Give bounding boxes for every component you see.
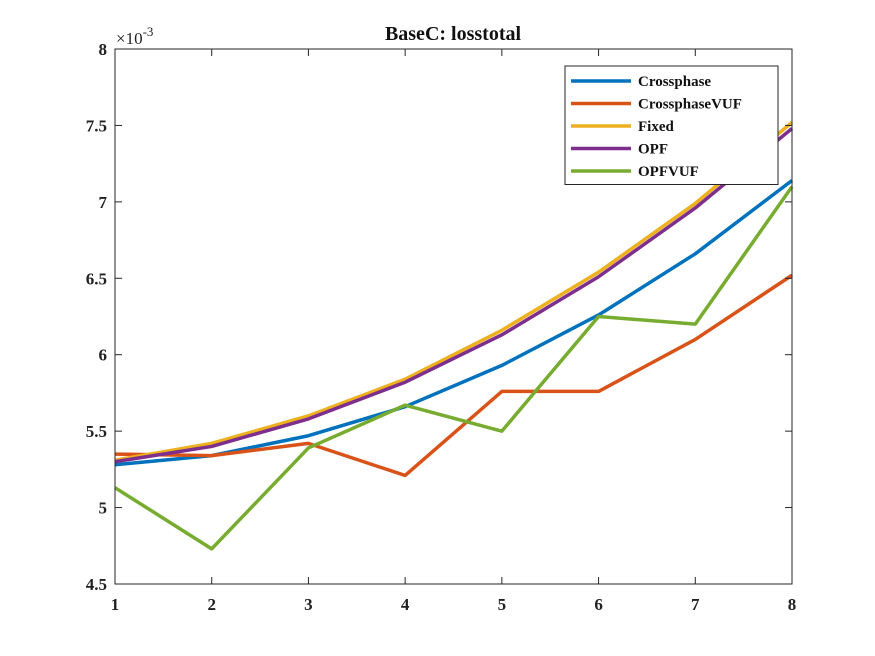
x-tick-label: 7 (691, 595, 700, 614)
x-tick-label: 2 (207, 595, 216, 614)
y-multiplier-base: ×10 (116, 29, 143, 48)
x-tick-label: 8 (788, 595, 797, 614)
legend-label-crossphasevuf: CrossphaseVUF (638, 97, 742, 113)
x-tick-label: 3 (304, 595, 313, 614)
axes-box (114, 48, 793, 585)
series-layer (114, 121, 794, 551)
y-tick-label: 5 (99, 499, 108, 518)
x-tick-label: 5 (498, 595, 507, 614)
legend-label-crossphase: Crossphase (638, 74, 711, 90)
series-line-crossphasevuf (114, 273, 793, 478)
y-tick-label: 6.5 (86, 269, 107, 288)
y-tick-label: 8 (99, 40, 108, 59)
series-line-fixed (114, 121, 794, 462)
series-line-opfvuf (114, 185, 794, 551)
legend-label-fixed: Fixed (638, 119, 674, 135)
legend-label-opfvuf: OPFVUF (638, 164, 699, 180)
x-tick-label: 6 (594, 595, 603, 614)
legend-label-opf: OPF (638, 142, 668, 158)
y-tick-label: 5.5 (86, 422, 107, 441)
y-tick-label: 4.5 (86, 575, 107, 594)
x-tick-label: 4 (401, 595, 410, 614)
series-line-opf (114, 127, 794, 464)
chart-title: BaseC: losstotal (385, 23, 522, 45)
svg-text:×10-3: ×10-3 (116, 24, 153, 48)
y-exponent-label: ×10-3 (116, 24, 153, 48)
x-tick-label: 1 (111, 595, 120, 614)
legend: Crossphase CrossphaseVUF Fixed OPF OPFVUF (564, 65, 779, 185)
y-multiplier-exponent: -3 (143, 24, 154, 39)
y-tick-label: 6 (99, 346, 108, 365)
y-tick-label: 7.5 (86, 116, 107, 135)
axes: 1 2 3 4 5 6 7 8 4.5 5 5.5 6 6.5 7 7.5 8 (86, 40, 797, 614)
y-tick-label: 7 (99, 193, 108, 212)
